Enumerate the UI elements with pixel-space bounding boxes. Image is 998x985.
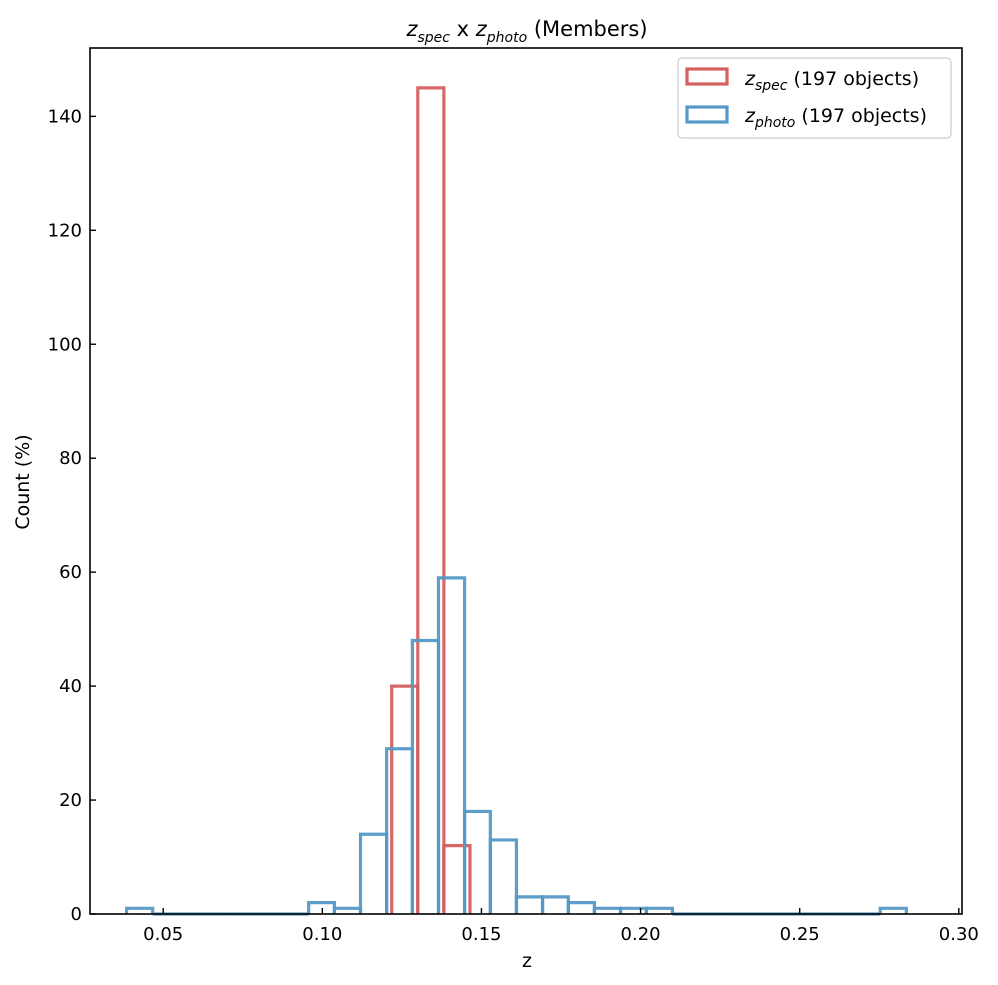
bar-spec: [442, 844, 472, 914]
y-tick-label: 80: [59, 448, 82, 469]
x-axis-label: z: [522, 950, 532, 972]
y-tick-label: 120: [48, 220, 82, 241]
x-tick-label: 0.05: [143, 924, 183, 945]
bar-spec: [416, 86, 446, 914]
plot-frame: [89, 47, 963, 915]
y-tick-label: 40: [59, 676, 82, 697]
bar-photo: [488, 838, 519, 914]
x-tick-label: 0.30: [939, 924, 979, 945]
legend-swatch-spec: [685, 67, 729, 86]
legend-entry-photo: zphoto (197 objects): [744, 105, 927, 131]
bar-photo: [644, 906, 674, 914]
bar-photo: [436, 576, 467, 914]
bar-photo: [878, 906, 908, 914]
legend-swatch-photo: [685, 105, 729, 124]
y-axis-label: Count (%): [12, 434, 34, 529]
y-tick-label: 60: [59, 562, 82, 583]
x-tick-label: 0.20: [621, 924, 661, 945]
x-tick-label: 0.15: [461, 924, 501, 945]
chart-title: zspec x zphoto (Members): [405, 17, 647, 46]
y-tick-label: 140: [48, 106, 82, 127]
y-tick-label: 20: [59, 790, 82, 811]
series-spec: [390, 86, 472, 914]
axis-ticks: 0.05 0.10 0.15 0.20 0.25 0.30 0 20 40 60 80 100 120 1…: [48, 106, 979, 945]
legend-entry-spec: zspec (197 objects): [744, 68, 919, 94]
legend-frame: [677, 57, 952, 139]
x-tick-label: 0.10: [302, 924, 342, 945]
x-tick-label: 0.25: [780, 924, 820, 945]
bar-photo: [124, 906, 155, 914]
y-tick-label: 0: [71, 904, 82, 925]
y-tick-label: 100: [48, 334, 82, 355]
legend: zspec (197 objects) zphoto (197 objects): [677, 57, 952, 139]
